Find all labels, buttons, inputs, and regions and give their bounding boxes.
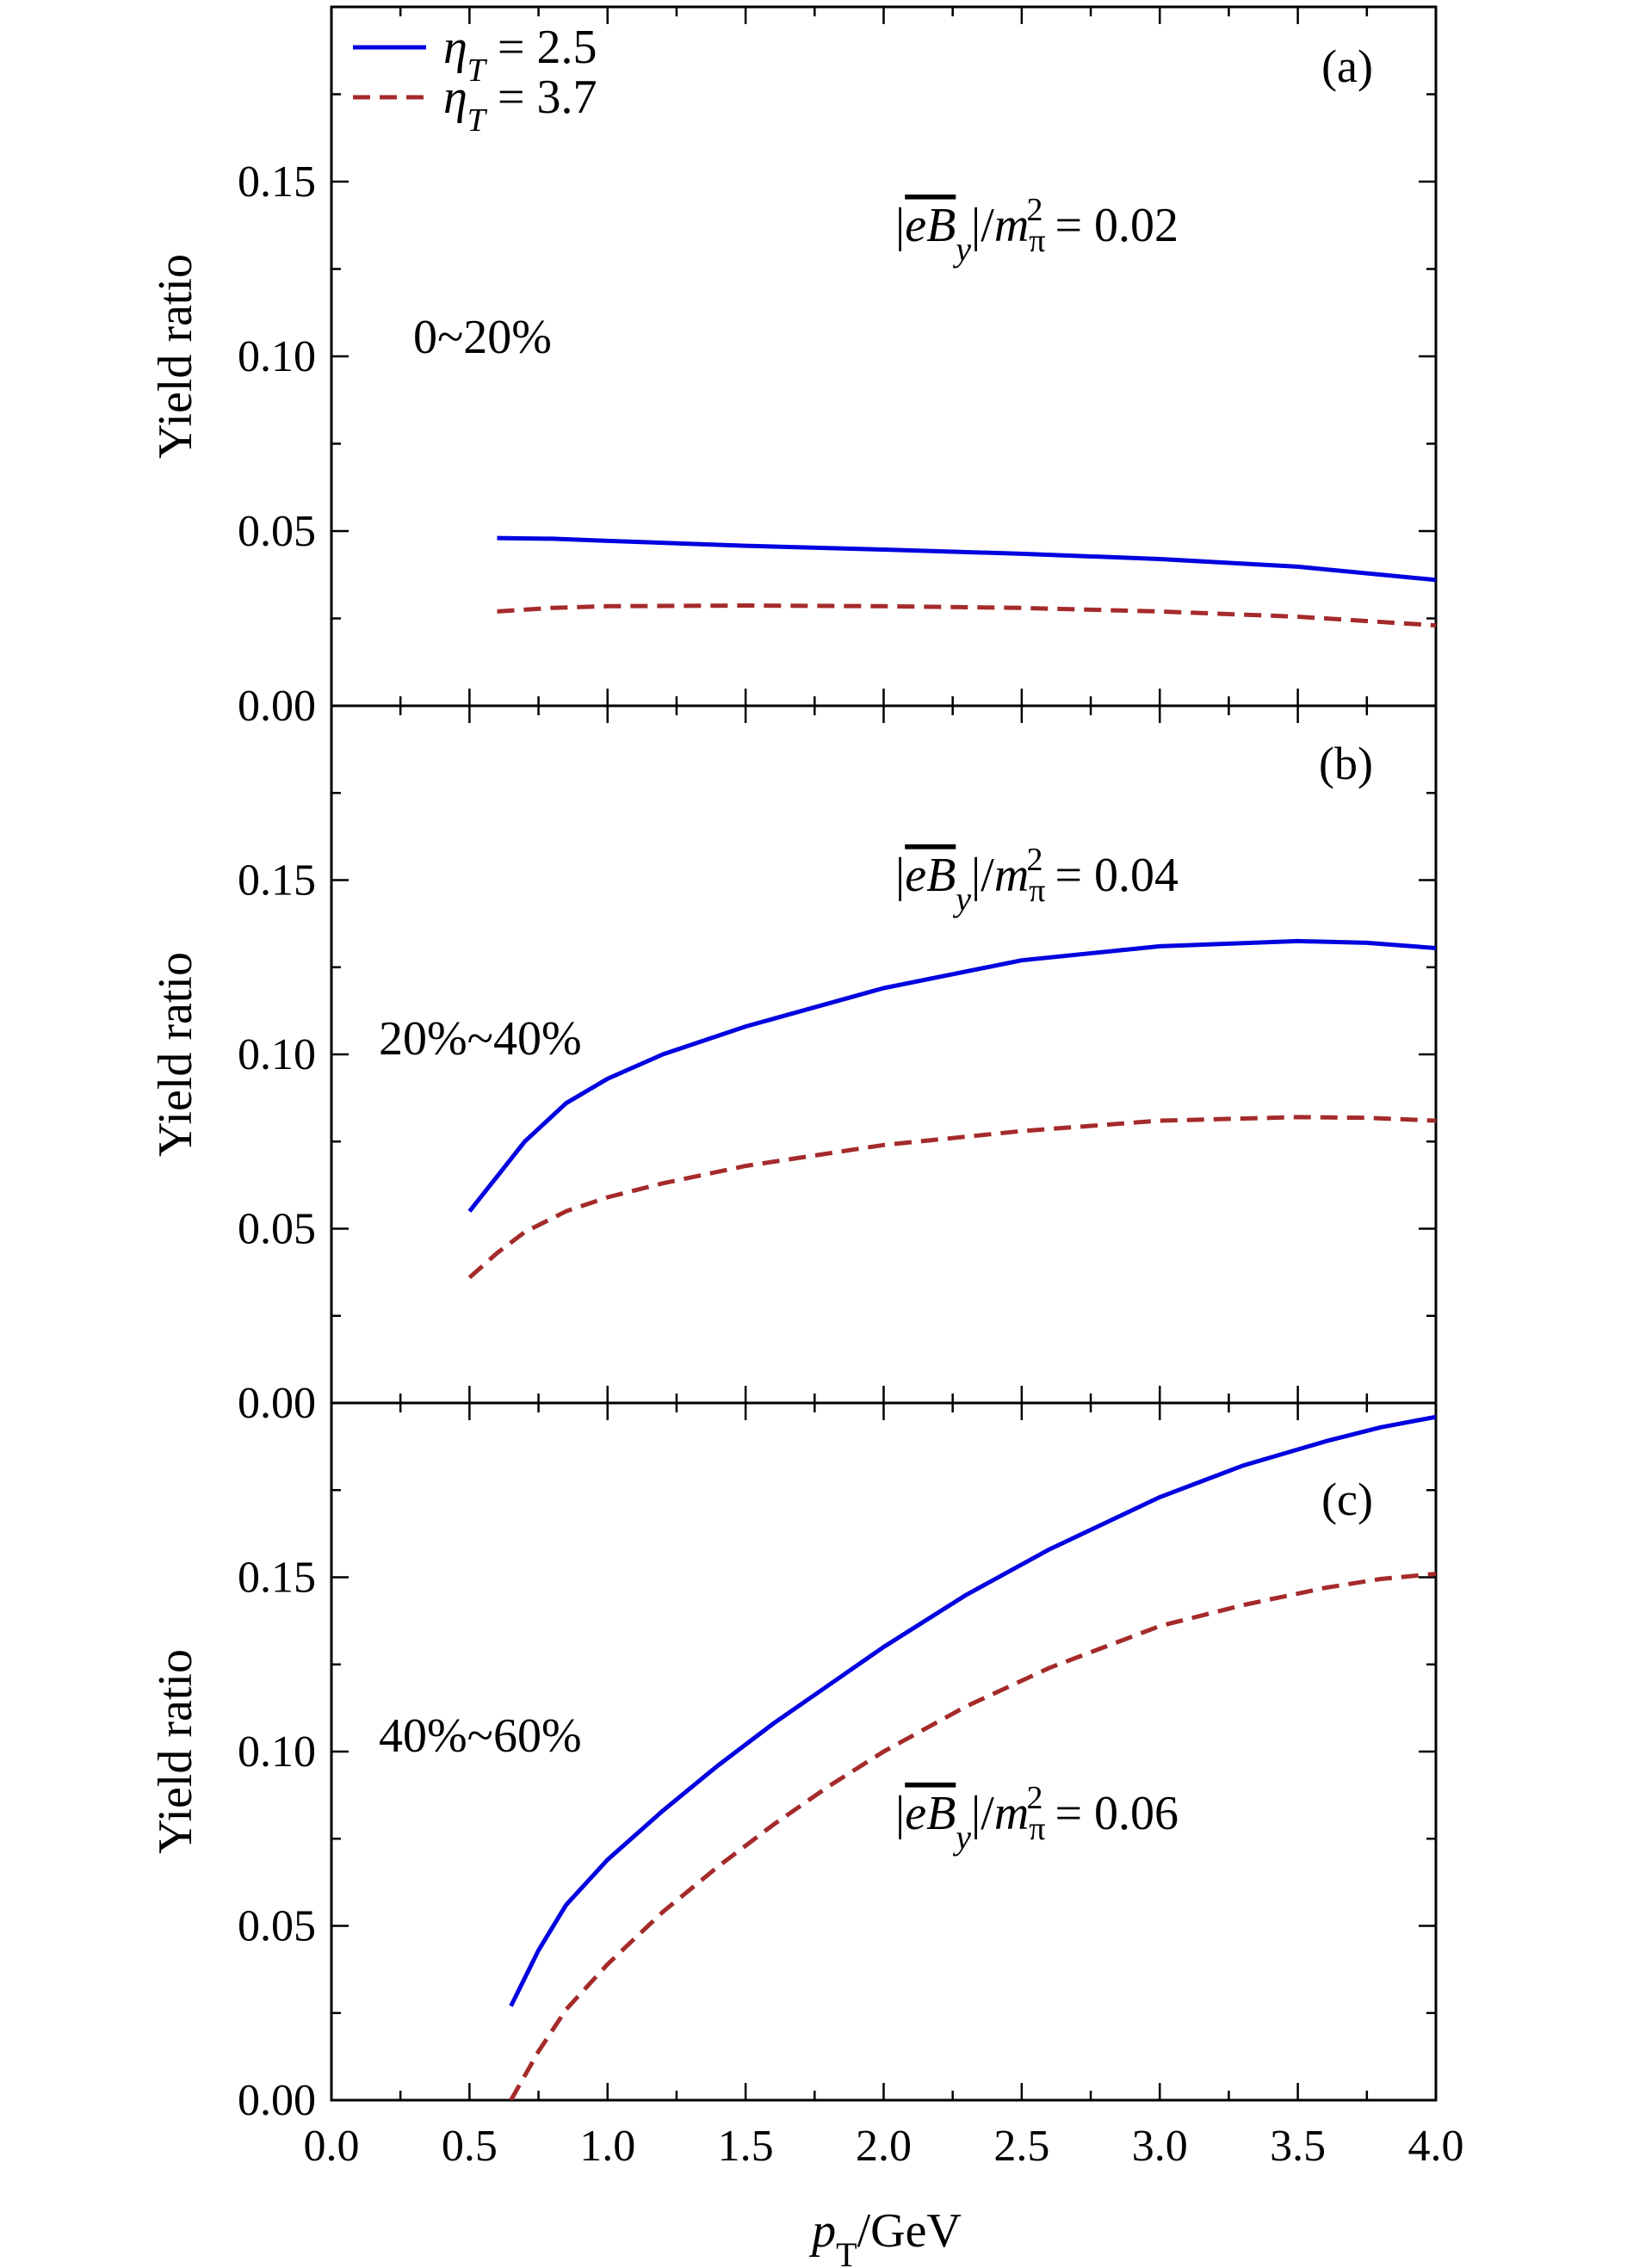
y-tick-label: 0.05 (238, 1902, 316, 1951)
y-tick-label: 0.00 (238, 682, 316, 731)
field-mass-subscript: π (1029, 223, 1045, 259)
series-line-solid (467, 938, 1436, 1213)
field-symbol: eB (905, 1787, 956, 1840)
field-value: = 0.04 (1042, 849, 1178, 902)
y-tick-label: 0.10 (238, 332, 316, 381)
field-subscript: y (952, 1818, 971, 1857)
field-strength-label: |eBy|/mπ2 = 0.02 (895, 192, 1178, 269)
x-tick-label: 3.5 (1270, 2122, 1326, 2171)
field-divider: |/ (971, 1787, 994, 1840)
y-axis-title: Yield ratio (149, 952, 202, 1157)
x-tick-label: 2.0 (856, 2122, 912, 2171)
x-tick-label: 1.0 (579, 2122, 635, 2171)
field-mass: m (994, 1787, 1029, 1840)
x-axis-title: pT/GeV (808, 2204, 962, 2268)
field-bar: | (895, 199, 905, 252)
field-mass-superscript: 2 (1026, 842, 1042, 878)
panel-label: (c) (1321, 1474, 1373, 1525)
x-tick-label: 4.0 (1408, 2122, 1464, 2171)
legend-symbol: η (443, 21, 467, 74)
x-axis-unit: /GeV (857, 2204, 962, 2258)
field-mass: m (994, 849, 1029, 902)
field-divider: |/ (971, 849, 994, 902)
field-strength-label: |eBy|/mπ2 = 0.06 (895, 1780, 1178, 1857)
field-subscript: y (952, 230, 971, 269)
series-line-solid (509, 1414, 1436, 2007)
y-tick-label: 0.15 (238, 158, 316, 207)
field-symbol: eB (905, 849, 956, 902)
centrality-label: 20%~40% (379, 1012, 582, 1066)
y-tick-label: 0.15 (238, 856, 316, 905)
field-subscript: y (952, 880, 971, 918)
y-axis-title: Yield ratio (149, 254, 202, 459)
panel-a: 0.00 0.05 0.10 0.15 Yield ratio (a) 0~20% |eBy|… (149, 5, 1438, 731)
field-bar: | (895, 1787, 905, 1840)
x-tick-label: 1.5 (718, 2122, 774, 2171)
x-axis-symbol: p (808, 2204, 836, 2258)
field-symbol: eB (905, 199, 956, 252)
legend-entry: ηT = 2.5 (443, 21, 597, 89)
field-divider: |/ (971, 199, 994, 252)
x-axis-subscript: T (836, 2235, 857, 2268)
field-value: = 0.02 (1042, 199, 1178, 252)
y-tick-label: 0.15 (238, 1554, 316, 1603)
series-line-solid (497, 535, 1436, 583)
legend-value: = 2.5 (486, 21, 597, 74)
field-mass-subscript: π (1029, 1811, 1045, 1847)
series-line-dashed (467, 1115, 1436, 1280)
centrality-label: 40%~60% (379, 1709, 582, 1763)
y-tick-label: 0.00 (238, 1379, 316, 1428)
field-mass-superscript: 2 (1026, 1780, 1042, 1816)
series-line-dashed (497, 603, 1436, 628)
legend-entry: ηT = 3.7 (443, 71, 597, 139)
y-tick-label: 0.10 (238, 1030, 316, 1079)
x-tick-label: 2.5 (993, 2122, 1049, 2171)
x-tick-label: 0.0 (304, 2122, 360, 2171)
series-line-dashed (509, 1572, 1436, 2100)
panel-c: 0.00 0.05 0.10 0.15 Yield ratio 0.0 0.5 1.0 1.5 2… (149, 1401, 1464, 2171)
field-mass: m (994, 199, 1029, 252)
field-bar: | (895, 849, 905, 902)
centrality-label: 0~20% (413, 311, 552, 364)
field-mass-superscript: 2 (1026, 192, 1042, 228)
legend-symbol: η (443, 71, 467, 124)
legend-subscript: T (467, 102, 488, 139)
y-tick-label: 0.05 (238, 1205, 316, 1254)
field-strength-label: |eBy|/mπ2 = 0.04 (895, 842, 1178, 918)
panel-label: (b) (1319, 738, 1373, 789)
y-tick-label: 0.00 (238, 2076, 316, 2125)
legend-value: = 3.7 (486, 71, 597, 124)
y-tick-label: 0.10 (238, 1727, 316, 1777)
field-mass-subscript: π (1029, 873, 1045, 909)
panel-label: (a) (1321, 40, 1373, 92)
x-tick-label: 0.5 (442, 2122, 498, 2171)
y-tick-label: 0.05 (238, 507, 316, 556)
panel-b: 0.00 0.05 0.10 0.15 Yield ratio (b) 20%~40% |eB… (149, 704, 1438, 1428)
legend-subscript: T (467, 53, 488, 89)
y-axis-title: Yield ratio (149, 1649, 202, 1854)
field-value: = 0.06 (1042, 1787, 1178, 1840)
x-tick-label: 3.0 (1132, 2122, 1188, 2171)
